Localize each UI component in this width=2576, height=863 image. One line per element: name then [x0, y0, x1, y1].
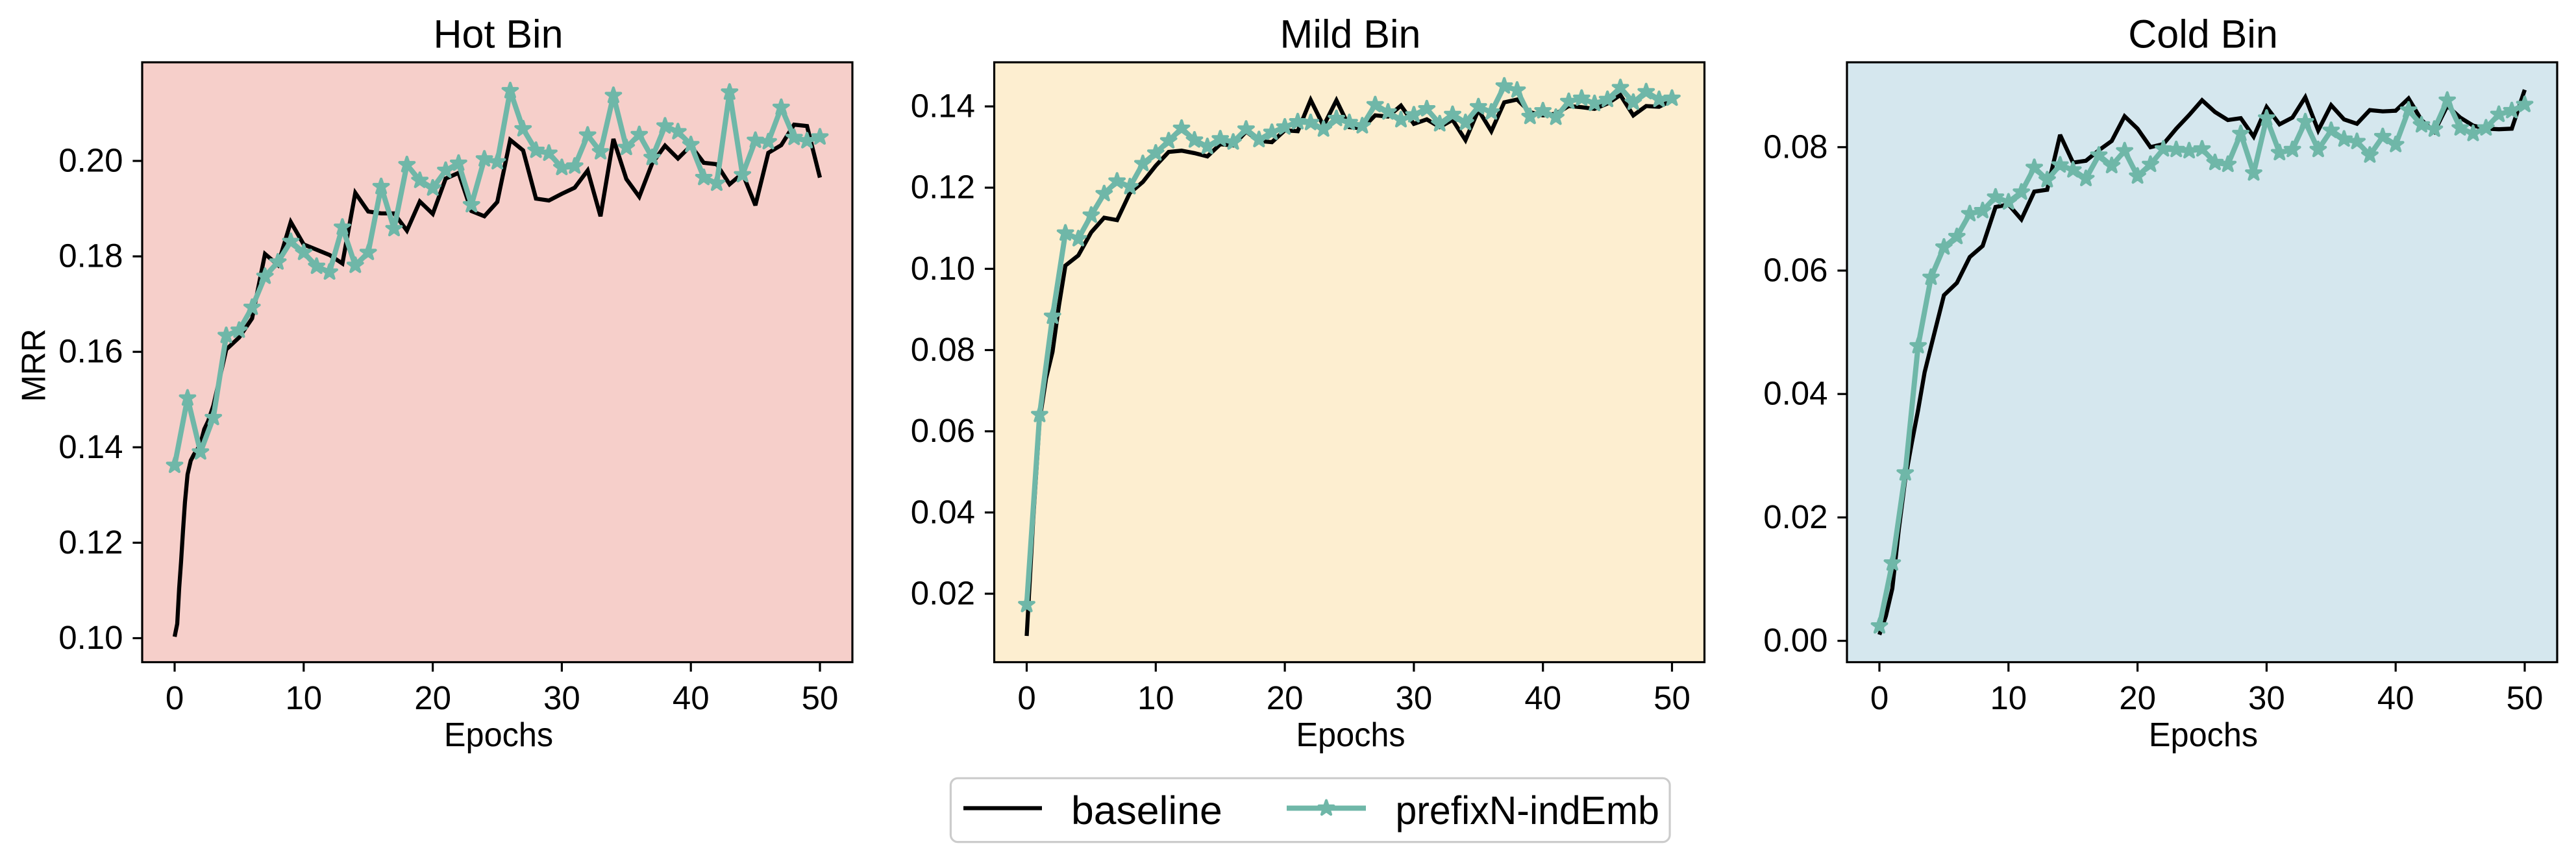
svg-text:0.06: 0.06: [1763, 252, 1827, 289]
svg-text:0.02: 0.02: [911, 575, 975, 612]
svg-text:10: 10: [285, 679, 322, 716]
svg-text:0.02: 0.02: [1763, 498, 1827, 535]
svg-text:baseline: baseline: [1071, 789, 1222, 833]
svg-text:10: 10: [1137, 679, 1174, 716]
svg-text:40: 40: [2377, 679, 2414, 716]
svg-text:0: 0: [1870, 679, 1889, 716]
svg-text:10: 10: [1990, 679, 2027, 716]
svg-text:50: 50: [1653, 679, 1690, 716]
svg-text:Cold Bin: Cold Bin: [2128, 12, 2278, 56]
svg-text:20: 20: [2119, 679, 2156, 716]
svg-text:0.14: 0.14: [58, 428, 123, 465]
svg-text:Epochs: Epochs: [1296, 716, 1405, 753]
svg-text:Epochs: Epochs: [444, 716, 553, 753]
svg-text:50: 50: [802, 679, 839, 716]
svg-text:0: 0: [166, 679, 184, 716]
svg-text:0.18: 0.18: [58, 237, 123, 274]
svg-text:Epochs: Epochs: [2149, 716, 2258, 753]
svg-text:Mild Bin: Mild Bin: [1280, 12, 1421, 56]
svg-text:50: 50: [2507, 679, 2544, 716]
svg-text:20: 20: [1267, 679, 1304, 716]
svg-text:0: 0: [1017, 679, 1035, 716]
svg-text:0.10: 0.10: [58, 619, 123, 656]
svg-text:prefixN-indEmb: prefixN-indEmb: [1395, 788, 1659, 833]
svg-text:0.00: 0.00: [1763, 622, 1827, 659]
svg-text:0.16: 0.16: [58, 333, 123, 370]
svg-text:Hot Bin: Hot Bin: [433, 12, 563, 56]
svg-text:0.14: 0.14: [911, 88, 975, 125]
svg-text:0.04: 0.04: [1763, 375, 1827, 412]
svg-text:0.20: 0.20: [58, 142, 123, 179]
svg-text:30: 30: [2248, 679, 2285, 716]
svg-text:40: 40: [1524, 679, 1561, 716]
svg-text:MRR: MRR: [14, 329, 52, 402]
svg-text:0.08: 0.08: [1763, 128, 1827, 165]
svg-text:0.08: 0.08: [911, 331, 975, 368]
svg-text:30: 30: [543, 679, 580, 716]
svg-text:0.12: 0.12: [58, 524, 123, 561]
svg-text:30: 30: [1396, 679, 1433, 716]
svg-text:0.06: 0.06: [911, 412, 975, 449]
svg-text:40: 40: [673, 679, 710, 716]
svg-text:20: 20: [414, 679, 451, 716]
svg-text:0.12: 0.12: [911, 169, 975, 206]
svg-text:0.10: 0.10: [911, 250, 975, 287]
svg-text:0.04: 0.04: [911, 493, 975, 530]
